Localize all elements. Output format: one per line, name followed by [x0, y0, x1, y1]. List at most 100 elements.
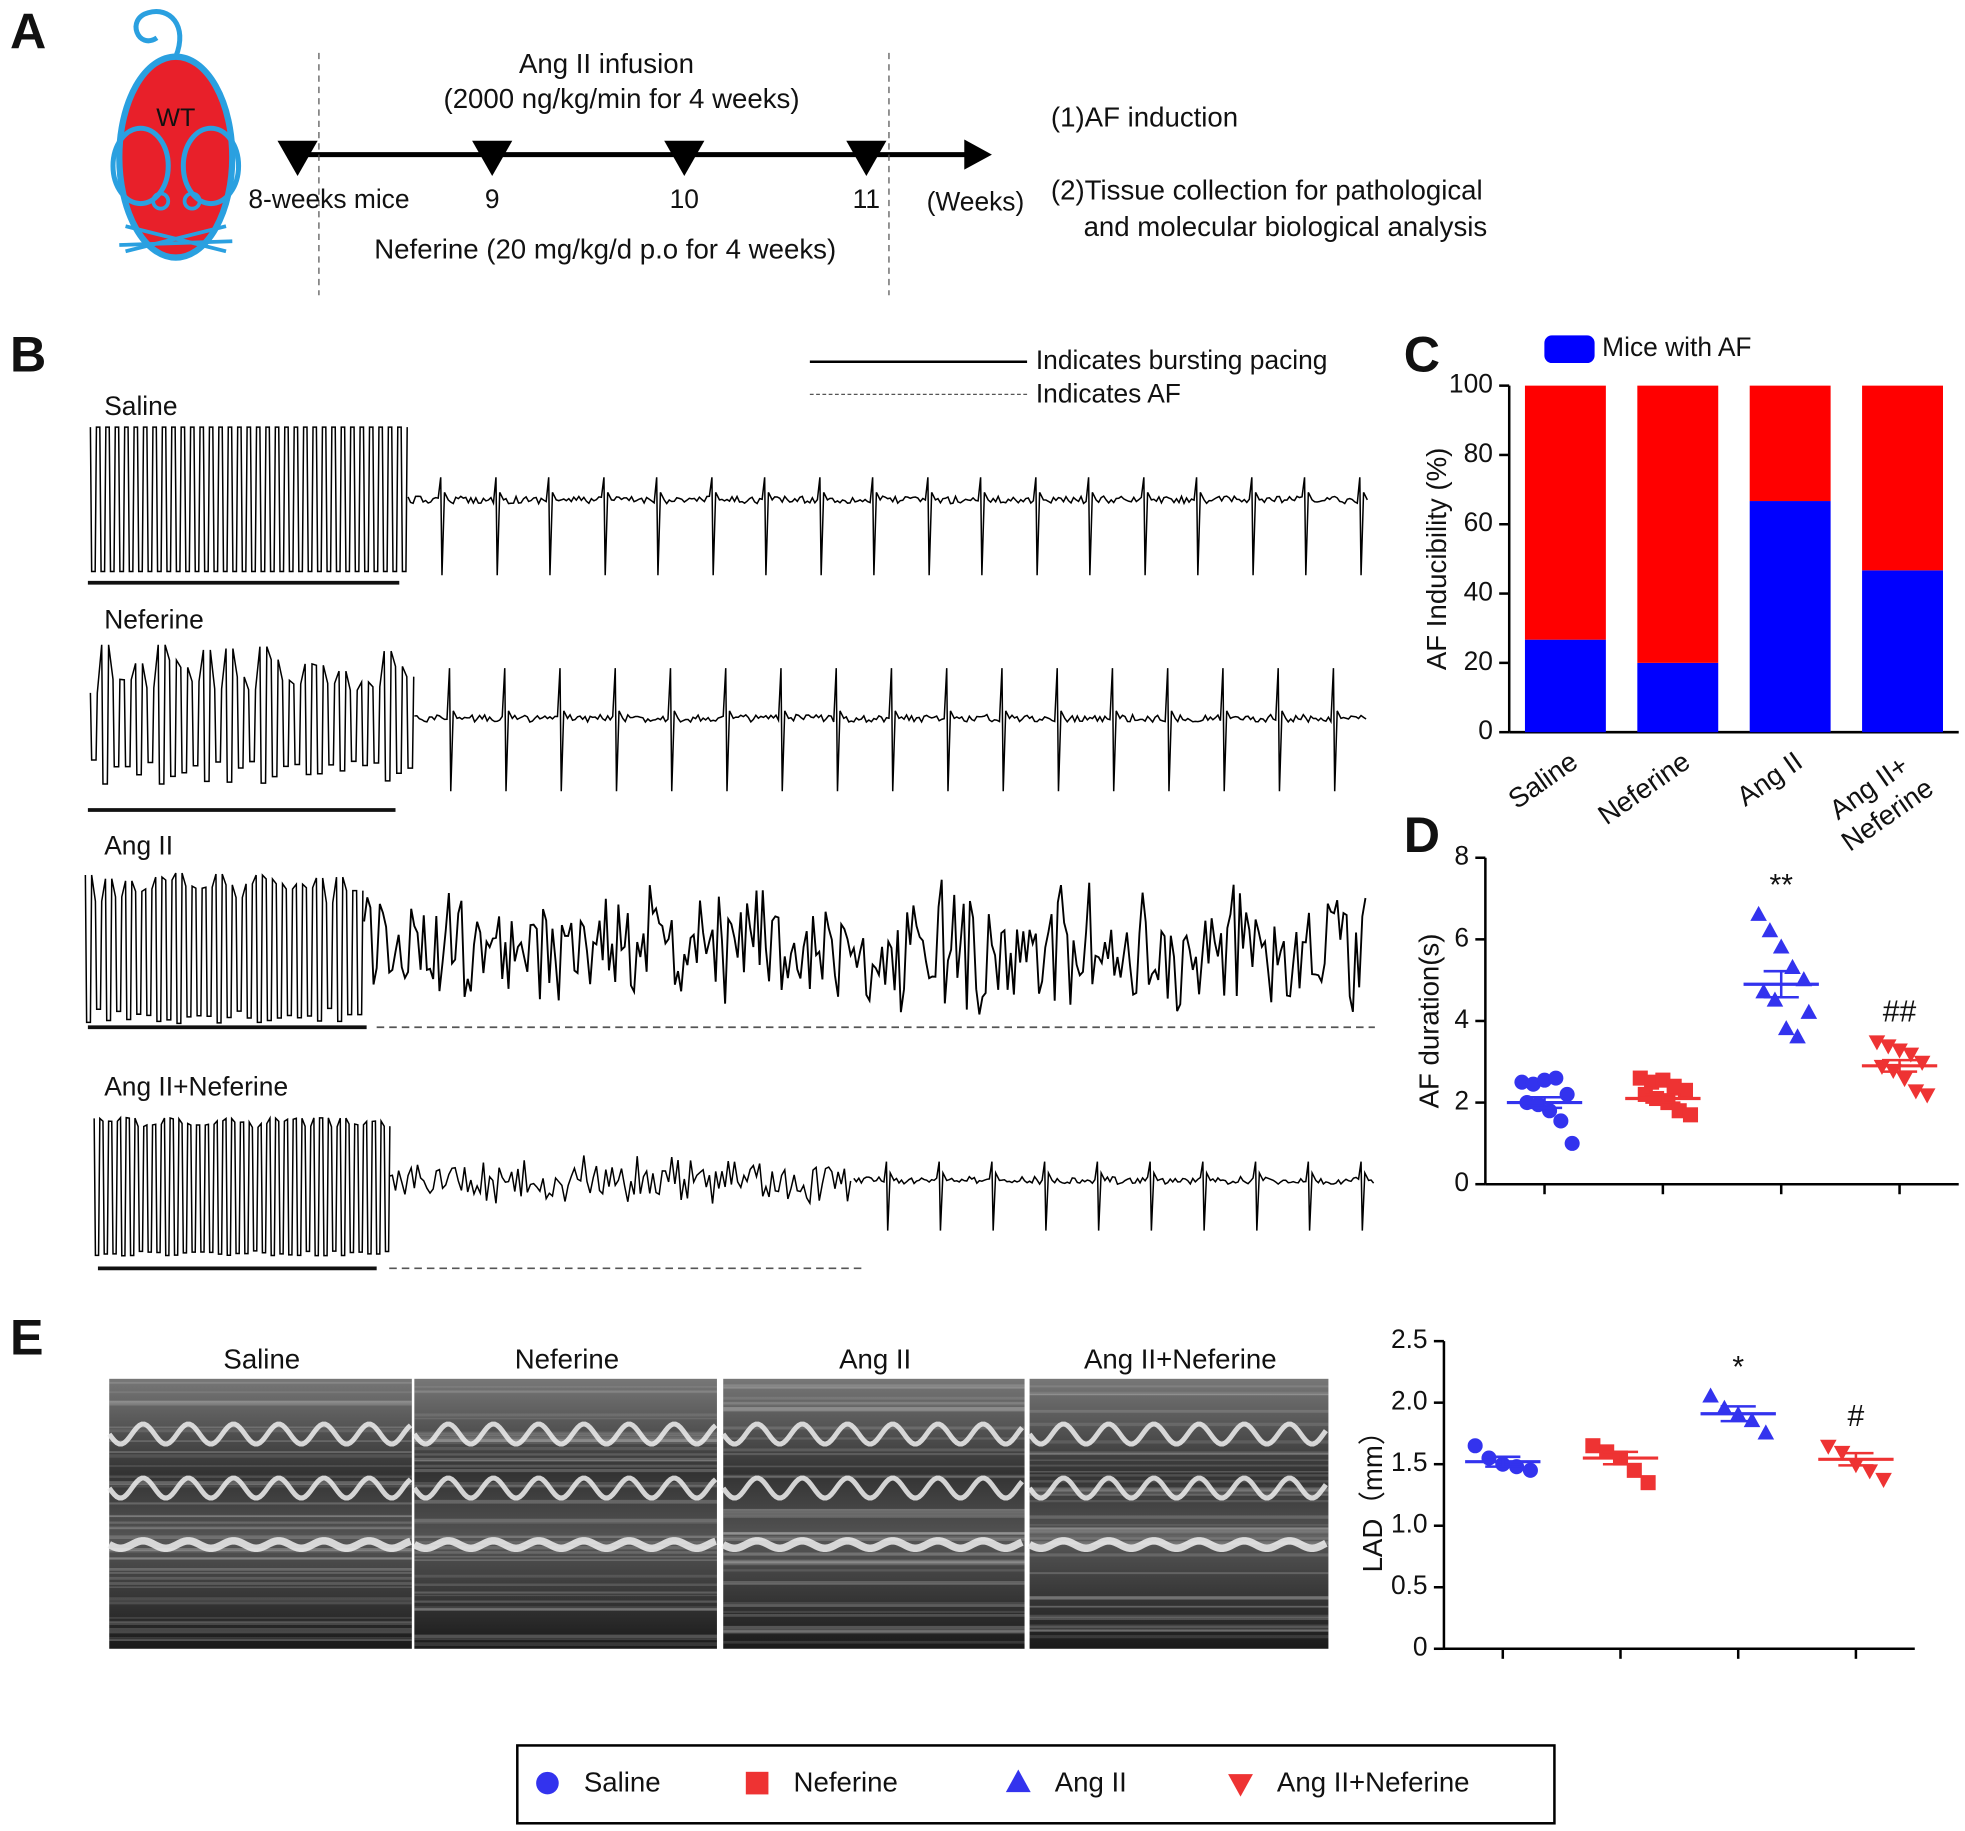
- mouse-ear: [180, 125, 242, 207]
- significance: **: [1769, 869, 1793, 902]
- ecg-trace: [407, 477, 1369, 576]
- point: [1755, 983, 1772, 999]
- echo-wall: [1027, 1475, 1328, 1501]
- ecg-trace: [853, 1161, 1375, 1231]
- trace-label: Ang II+Neferine: [104, 1072, 288, 1102]
- point: [1564, 1135, 1580, 1151]
- x-tick-label: Saline: [1502, 745, 1583, 814]
- mouse-eye: [151, 191, 171, 211]
- point: [1757, 1424, 1775, 1440]
- point: [1005, 1769, 1031, 1793]
- point: [1640, 1475, 1656, 1491]
- outcome: and molecular biological analysis: [1084, 211, 1488, 242]
- error-bar: [1602, 1450, 1639, 1466]
- treatment: Neferine (20 mg/kg/d p.o for 4 weeks): [374, 234, 836, 265]
- timeline-arrow: [964, 139, 992, 170]
- timeline-marker: [277, 140, 318, 176]
- echo-wall: [1027, 1537, 1328, 1553]
- point: [1522, 1462, 1538, 1478]
- point: [1525, 1076, 1541, 1092]
- point: [1514, 1074, 1530, 1090]
- y-tick-label: 20: [1464, 646, 1493, 676]
- point: [1743, 1412, 1761, 1428]
- point: [1228, 1774, 1253, 1797]
- timeline-tick-label: 10: [670, 184, 699, 214]
- echo-wall: [107, 1421, 413, 1447]
- infusion-dose: (2000 ng/kg/min for 4 weeks): [444, 83, 800, 114]
- panel-label: C: [1404, 326, 1440, 382]
- bar-segment: [1862, 570, 1943, 733]
- y-tick-label: 1.5: [1391, 1447, 1428, 1477]
- echo-image: [1029, 1378, 1329, 1649]
- image-label: Saline: [223, 1344, 300, 1375]
- y-tick-label: 0: [1413, 1632, 1428, 1662]
- echo-wall: [1027, 1421, 1328, 1447]
- mouse-eye: [182, 191, 202, 211]
- error-bar: [1881, 1058, 1918, 1073]
- echo-image: [723, 1378, 1025, 1649]
- mouse-body: [116, 53, 236, 261]
- point: [1559, 1086, 1575, 1102]
- point: [1626, 1462, 1642, 1478]
- bar-segment: [1524, 639, 1606, 733]
- point: [1879, 1039, 1897, 1055]
- point: [1789, 1028, 1806, 1044]
- image-label: Ang II: [839, 1344, 911, 1375]
- bar-segment: [1524, 385, 1606, 640]
- y-tick-label: 0: [1454, 1167, 1469, 1197]
- echo-image: [414, 1378, 717, 1649]
- echo-wall: [721, 1537, 1024, 1553]
- infusion-title: Ang II infusion: [519, 48, 694, 79]
- point: [1777, 1020, 1795, 1036]
- point: [1896, 1072, 1913, 1088]
- echo-wall: [721, 1475, 1024, 1501]
- y-axis-label: AF Inducibility (%): [1421, 448, 1452, 670]
- outcome: (1)AF induction: [1051, 102, 1238, 133]
- timeline-marker: [664, 140, 705, 176]
- panel-label: D: [1404, 807, 1440, 863]
- pacing-trace: [84, 872, 364, 1025]
- error-bar: [1838, 1451, 1874, 1467]
- legend-swatch: [1544, 335, 1595, 364]
- legend-label: Ang II+Neferine: [1277, 1767, 1470, 1798]
- point: [1902, 1047, 1920, 1063]
- mouse-whisker: [119, 239, 233, 247]
- timeline-marker: [472, 140, 513, 176]
- point: [1702, 1387, 1719, 1403]
- bar-segment: [1637, 662, 1719, 733]
- point: [1918, 1088, 1936, 1104]
- point: [1467, 1438, 1483, 1454]
- bar-segment: [1862, 385, 1943, 571]
- legend-label: Ang II: [1055, 1767, 1127, 1798]
- point: [1913, 1055, 1931, 1071]
- y-tick-label: 60: [1464, 507, 1493, 537]
- y-tick-label: 6: [1454, 922, 1469, 952]
- timeline-marker: [846, 140, 887, 176]
- y-tick-label: 80: [1464, 438, 1493, 468]
- echo-image: [109, 1378, 412, 1649]
- mouse-ear: [110, 125, 171, 207]
- error-bar: [1720, 1405, 1756, 1423]
- echo-wall: [107, 1475, 413, 1501]
- legend-text: Indicates bursting pacing: [1036, 345, 1328, 375]
- timeline-tick-label: 9: [485, 184, 500, 214]
- echo-wall: [721, 1421, 1024, 1447]
- y-tick-label: 2.5: [1391, 1324, 1428, 1354]
- y-tick-label: 40: [1464, 577, 1493, 607]
- significance: ##: [1883, 996, 1917, 1029]
- echo-wall: [412, 1537, 717, 1553]
- y-tick-label: 2.0: [1391, 1386, 1428, 1416]
- panel-label: A: [10, 4, 46, 60]
- bar-segment: [1637, 385, 1719, 663]
- point: [1772, 938, 1790, 954]
- point: [1820, 1439, 1837, 1455]
- pacing-trace: [89, 426, 408, 573]
- pacing-trace: [89, 644, 415, 785]
- point: [1537, 1072, 1553, 1088]
- y-axis-label: LAD（mm）: [1357, 1417, 1388, 1572]
- mouse-tail: [133, 9, 183, 58]
- timeline-tick-label: 8-weeks mice: [248, 184, 409, 214]
- point: [1861, 1464, 1879, 1480]
